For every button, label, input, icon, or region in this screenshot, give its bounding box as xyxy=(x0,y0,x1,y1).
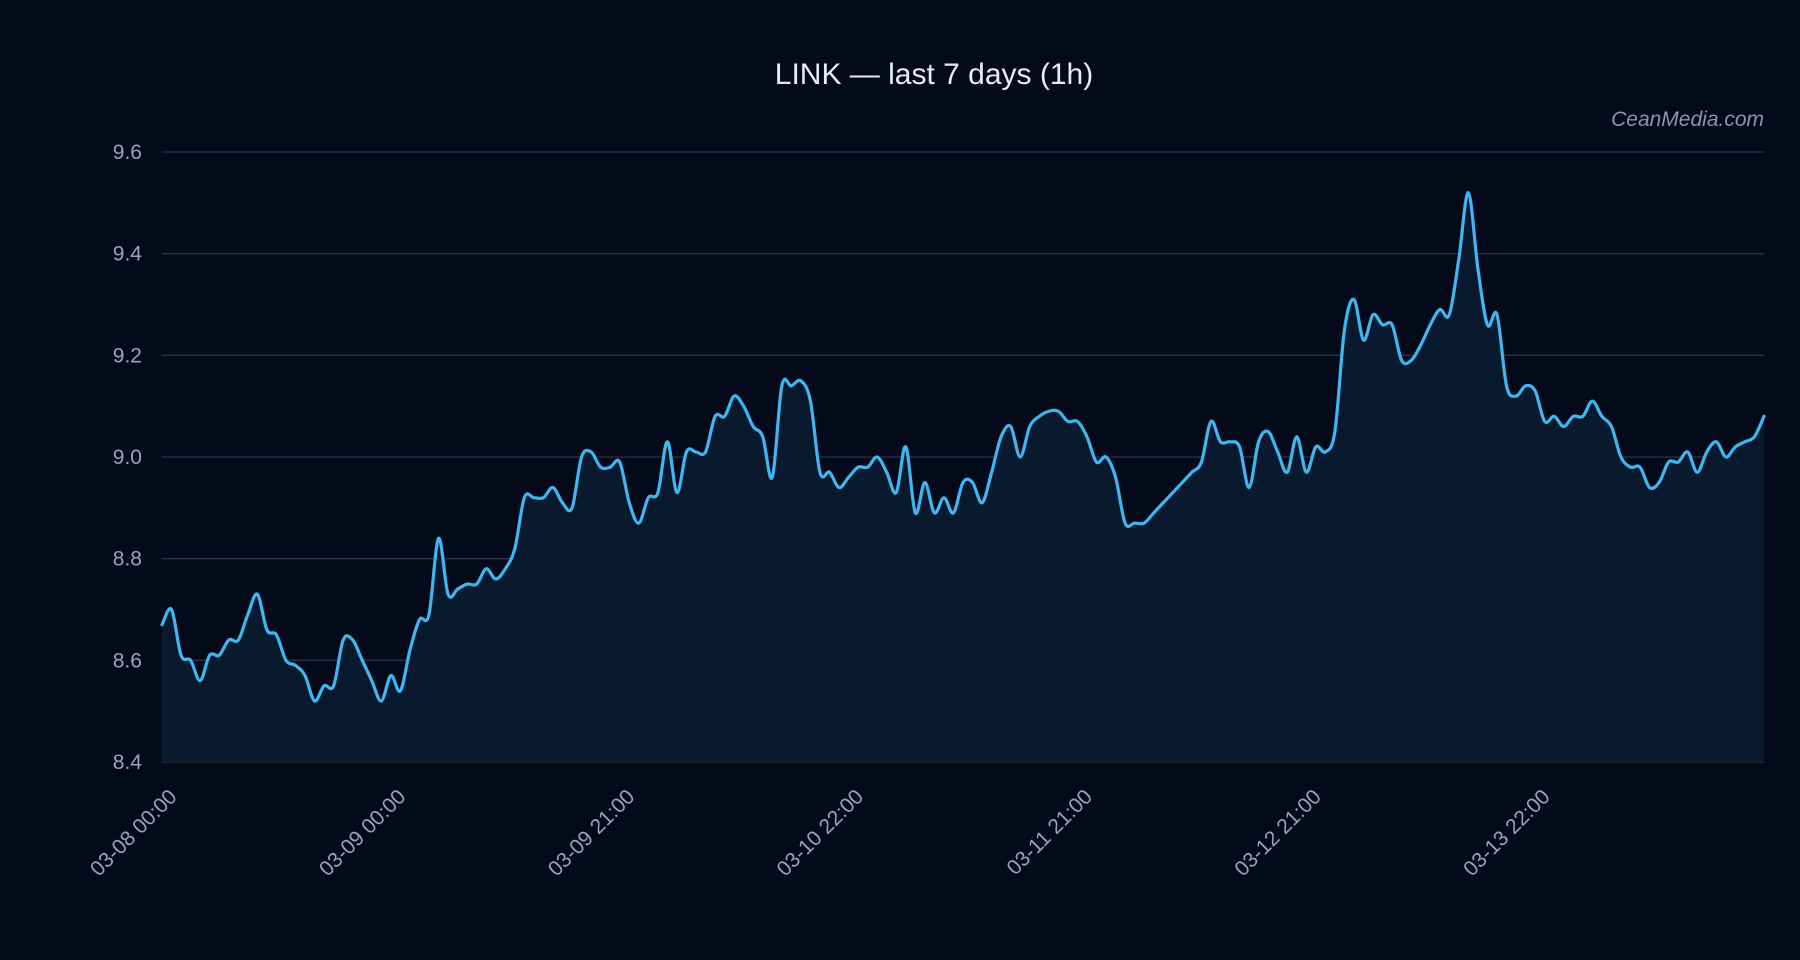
y-tick-label: 9.4 xyxy=(113,243,143,266)
y-tick-label: 9.6 xyxy=(113,141,142,164)
y-axis-ticks: 8.4 8.6 8.8 9.0 9.2 9.4 9.6 xyxy=(113,141,143,774)
y-tick-label: 9.2 xyxy=(113,344,142,367)
watermark: CeanMedia.com xyxy=(1611,108,1764,131)
series-area-fill xyxy=(162,192,1764,762)
y-tick-label: 8.8 xyxy=(113,548,142,571)
y-tick-label: 8.6 xyxy=(113,649,142,672)
chart-title: LINK — last 7 days (1h) xyxy=(775,58,1093,91)
y-tick-label: 8.4 xyxy=(113,751,143,774)
series-line xyxy=(160,191,1766,703)
y-tick-label: 9.0 xyxy=(113,446,142,469)
